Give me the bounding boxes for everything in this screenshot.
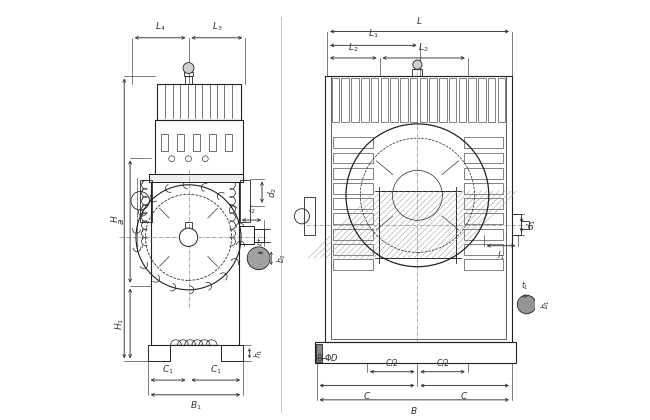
Bar — [140, 180, 151, 222]
Bar — [478, 78, 486, 122]
Bar — [380, 78, 388, 122]
Text: $l_2$: $l_2$ — [248, 203, 255, 216]
Bar — [332, 76, 506, 339]
Text: $h_1$: $h_1$ — [253, 348, 265, 358]
Text: $L_1$: $L_1$ — [368, 28, 378, 40]
Bar — [341, 78, 349, 122]
Circle shape — [517, 295, 536, 314]
Bar — [325, 76, 512, 342]
Bar — [463, 183, 504, 194]
Bar — [370, 78, 378, 122]
Text: $C/2$: $C/2$ — [385, 357, 399, 368]
Bar — [469, 78, 476, 122]
Bar — [151, 178, 239, 345]
Bar — [240, 180, 250, 222]
Bar — [419, 78, 427, 122]
Text: $L_2$: $L_2$ — [419, 41, 429, 54]
Bar — [333, 259, 373, 270]
Bar — [161, 134, 168, 151]
Text: $C_1$: $C_1$ — [210, 363, 222, 376]
Bar — [148, 345, 170, 361]
Bar — [463, 228, 504, 239]
Text: $C$: $C$ — [460, 390, 469, 401]
Bar — [333, 244, 373, 255]
Bar — [429, 78, 437, 122]
Bar — [463, 152, 504, 163]
Text: $H_1$: $H_1$ — [113, 317, 126, 330]
Text: $H$: $H$ — [109, 214, 120, 223]
Bar — [239, 226, 254, 244]
Bar — [463, 137, 504, 148]
Text: $L_2$: $L_2$ — [348, 41, 358, 54]
Bar — [150, 174, 243, 182]
Bar — [351, 78, 359, 122]
Bar — [521, 220, 528, 229]
Bar — [332, 78, 339, 122]
Text: $C$: $C$ — [363, 390, 371, 401]
Bar — [498, 78, 505, 122]
Bar — [185, 222, 192, 230]
Bar — [333, 213, 373, 224]
Circle shape — [183, 63, 194, 74]
Bar — [412, 69, 423, 76]
Text: $C_1$: $C_1$ — [162, 363, 174, 376]
Text: $t_2$: $t_2$ — [256, 236, 265, 249]
Bar — [155, 120, 243, 178]
Text: $d_2$: $d_2$ — [266, 186, 279, 198]
Bar — [225, 134, 232, 151]
Bar — [361, 78, 369, 122]
Bar — [316, 344, 322, 362]
Circle shape — [247, 247, 270, 270]
Bar — [157, 84, 241, 120]
Text: $8$-$\Phi D$: $8$-$\Phi D$ — [316, 352, 339, 363]
Bar — [449, 78, 456, 122]
Bar — [304, 197, 315, 235]
Bar — [221, 345, 243, 361]
Bar — [463, 198, 504, 209]
Bar — [333, 183, 373, 194]
Text: $L_4$: $L_4$ — [155, 20, 166, 33]
Bar — [463, 244, 504, 255]
Bar — [333, 137, 373, 148]
Bar — [459, 78, 466, 122]
Circle shape — [413, 60, 422, 69]
Bar — [379, 191, 456, 258]
Text: $l_1$: $l_1$ — [497, 250, 505, 262]
Bar — [185, 76, 192, 84]
Bar — [333, 198, 373, 209]
Bar — [463, 213, 504, 224]
Bar — [254, 229, 264, 241]
Bar — [177, 134, 184, 151]
Text: $B_1$: $B_1$ — [190, 400, 202, 412]
Bar — [390, 78, 398, 122]
Text: $t_1$: $t_1$ — [521, 279, 529, 292]
Bar — [400, 78, 408, 122]
Circle shape — [179, 228, 198, 247]
Text: $d_1$: $d_1$ — [526, 219, 538, 230]
Text: $b_1$: $b_1$ — [540, 299, 552, 310]
Bar — [333, 228, 373, 239]
Bar — [463, 168, 504, 179]
Bar — [333, 152, 373, 163]
Bar — [150, 174, 243, 182]
Bar — [184, 72, 193, 76]
Bar — [439, 78, 447, 122]
Text: $b_2$: $b_2$ — [276, 253, 288, 263]
Bar — [315, 342, 516, 363]
Bar — [193, 134, 200, 151]
Bar — [410, 78, 417, 122]
Bar — [333, 168, 373, 179]
Bar — [488, 78, 495, 122]
Text: $C/2$: $C/2$ — [436, 357, 449, 368]
Text: $B$: $B$ — [410, 405, 418, 416]
Bar — [463, 259, 504, 270]
Text: $L_3$: $L_3$ — [212, 20, 222, 33]
Bar — [209, 134, 216, 151]
Text: $a$: $a$ — [117, 218, 126, 225]
Text: $L$: $L$ — [416, 16, 422, 26]
Bar — [512, 214, 521, 235]
